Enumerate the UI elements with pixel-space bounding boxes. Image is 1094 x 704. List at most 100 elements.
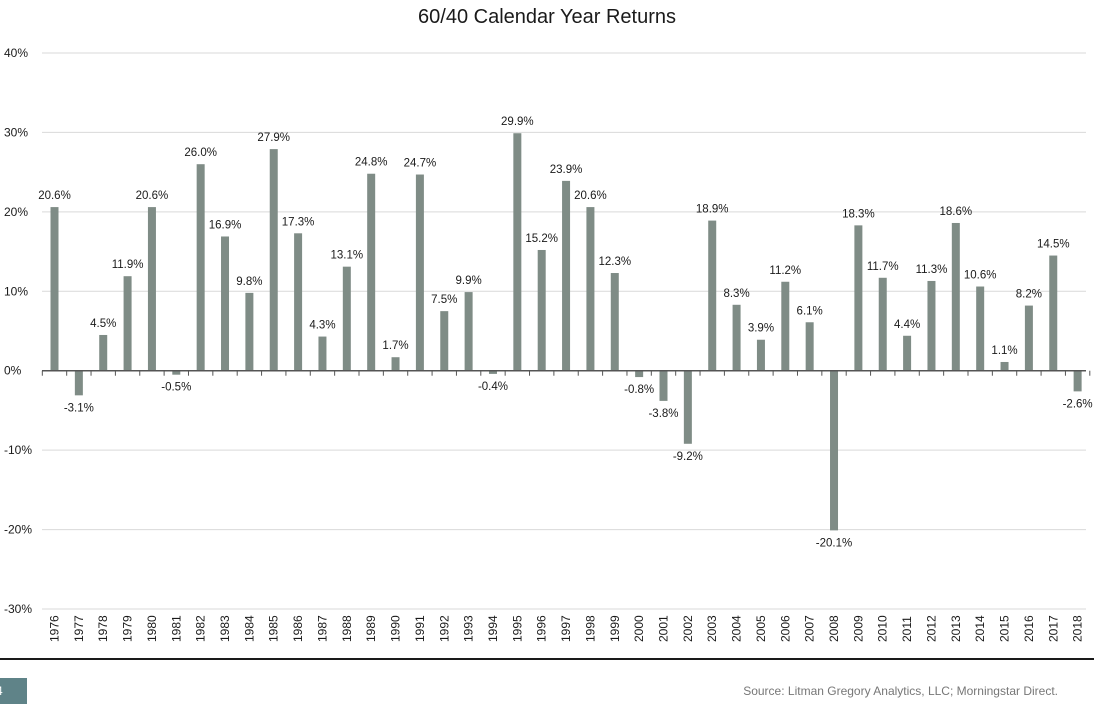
x-tick-label: 1979 [121, 615, 135, 642]
bar [635, 370, 644, 378]
data-label: 11.7% [867, 261, 899, 273]
x-tick-label: 1997 [559, 615, 573, 642]
data-label: 4.4% [894, 319, 920, 331]
bar [221, 236, 230, 371]
data-label: 15.2% [525, 233, 558, 245]
bar [781, 281, 790, 371]
bar [1073, 370, 1082, 392]
data-label: 20.6% [136, 190, 169, 202]
x-tick-label: 1986 [291, 615, 305, 642]
data-label: 18.9% [696, 204, 729, 216]
bar [610, 273, 619, 371]
y-tick-label: 20% [4, 205, 28, 219]
x-tick-label: 2014 [973, 615, 987, 642]
data-label: 20.6% [38, 190, 71, 202]
bar [1000, 361, 1009, 371]
y-tick-label: 30% [4, 125, 28, 139]
data-label: 23.9% [550, 164, 583, 176]
x-tick-label: 2010 [876, 615, 890, 642]
bar [659, 370, 668, 401]
x-tick-label: 2009 [851, 615, 865, 642]
bar [1024, 305, 1033, 371]
x-tick-label: 1978 [96, 615, 110, 642]
data-label: -0.8% [624, 384, 654, 396]
bar [440, 311, 449, 371]
y-tick-label: 10% [4, 284, 28, 298]
x-tick-label: 1976 [48, 615, 62, 642]
bar [294, 233, 303, 371]
bar [99, 334, 108, 371]
x-tick-label: 1982 [194, 615, 208, 642]
data-label: 16.9% [209, 219, 242, 231]
data-label: 11.3% [916, 264, 948, 276]
x-tick-label: 1995 [510, 615, 524, 642]
x-tick-label: 1987 [315, 615, 329, 642]
bar [756, 339, 765, 371]
x-tick-label: 2004 [730, 615, 744, 642]
bar [878, 277, 887, 371]
data-label: 27.9% [257, 132, 290, 144]
bar [830, 370, 839, 531]
data-label: 10.6% [964, 270, 997, 282]
x-tick-label: 2001 [657, 615, 671, 642]
x-tick-label: 1989 [364, 615, 378, 642]
y-tick-label: -30% [4, 602, 32, 616]
x-tick-label: 2018 [1071, 615, 1085, 642]
x-tick-label: 1981 [169, 615, 183, 642]
data-label: 1.7% [382, 340, 408, 352]
bar [415, 174, 424, 371]
data-label: 29.9% [501, 116, 534, 128]
data-label: 20.6% [574, 190, 607, 202]
data-label: 6.1% [797, 305, 823, 317]
bar [74, 370, 83, 396]
bar [318, 336, 327, 371]
data-label: -0.4% [478, 381, 508, 393]
x-tick-label: 1996 [535, 615, 549, 642]
data-label: 8.3% [723, 288, 749, 300]
bar-chart: 40% 30% 20% 10% 0% -10% -20% -30% 20.6% -3.1% 4.5%… [4, 46, 1093, 642]
x-tick-label: 1993 [462, 615, 476, 642]
bar [805, 322, 814, 371]
data-label: 24.8% [355, 157, 388, 169]
data-label: -2.6% [1063, 398, 1093, 410]
bar [488, 370, 497, 374]
x-tick-label: 1980 [145, 615, 159, 642]
data-label: -9.2% [673, 451, 703, 463]
x-tick-label: 2005 [754, 615, 768, 642]
data-label: 13.1% [331, 250, 364, 262]
data-label: 11.2% [769, 265, 801, 277]
x-tick-label: 2002 [681, 615, 695, 642]
page-number-badge: 4 [0, 678, 27, 704]
y-tick-label: 40% [4, 46, 28, 60]
data-label: 17.3% [282, 216, 315, 228]
x-tick-label: 2008 [827, 615, 841, 642]
x-tick-label: 2013 [949, 615, 963, 642]
bar [196, 164, 205, 371]
data-label: 18.6% [940, 206, 973, 218]
bar [927, 280, 936, 371]
x-tick-label: 1990 [389, 615, 403, 642]
bar [951, 222, 960, 371]
bar [854, 225, 863, 371]
bar [147, 207, 156, 371]
data-label: 4.3% [309, 320, 335, 332]
x-tick-label: 1998 [583, 615, 597, 642]
data-label: 26.0% [184, 147, 217, 159]
source-note: Source: Litman Gregory Analytics, LLC; M… [743, 684, 1058, 698]
data-label: 8.2% [1016, 289, 1042, 301]
x-tick-label: 2007 [803, 615, 817, 642]
data-label: -0.5% [161, 382, 191, 394]
x-tick-label: 2006 [778, 615, 792, 642]
x-tick-label: 1984 [242, 615, 256, 642]
bar [732, 304, 741, 371]
data-label: 12.3% [598, 256, 631, 268]
bar [172, 370, 181, 375]
bar [50, 207, 59, 371]
data-label: 7.5% [431, 294, 457, 306]
x-tick-label: 1994 [486, 615, 500, 642]
bar [683, 370, 692, 444]
x-tick-label: 1985 [267, 615, 281, 642]
bar [269, 149, 278, 371]
bar [367, 173, 376, 371]
bar [342, 266, 351, 371]
